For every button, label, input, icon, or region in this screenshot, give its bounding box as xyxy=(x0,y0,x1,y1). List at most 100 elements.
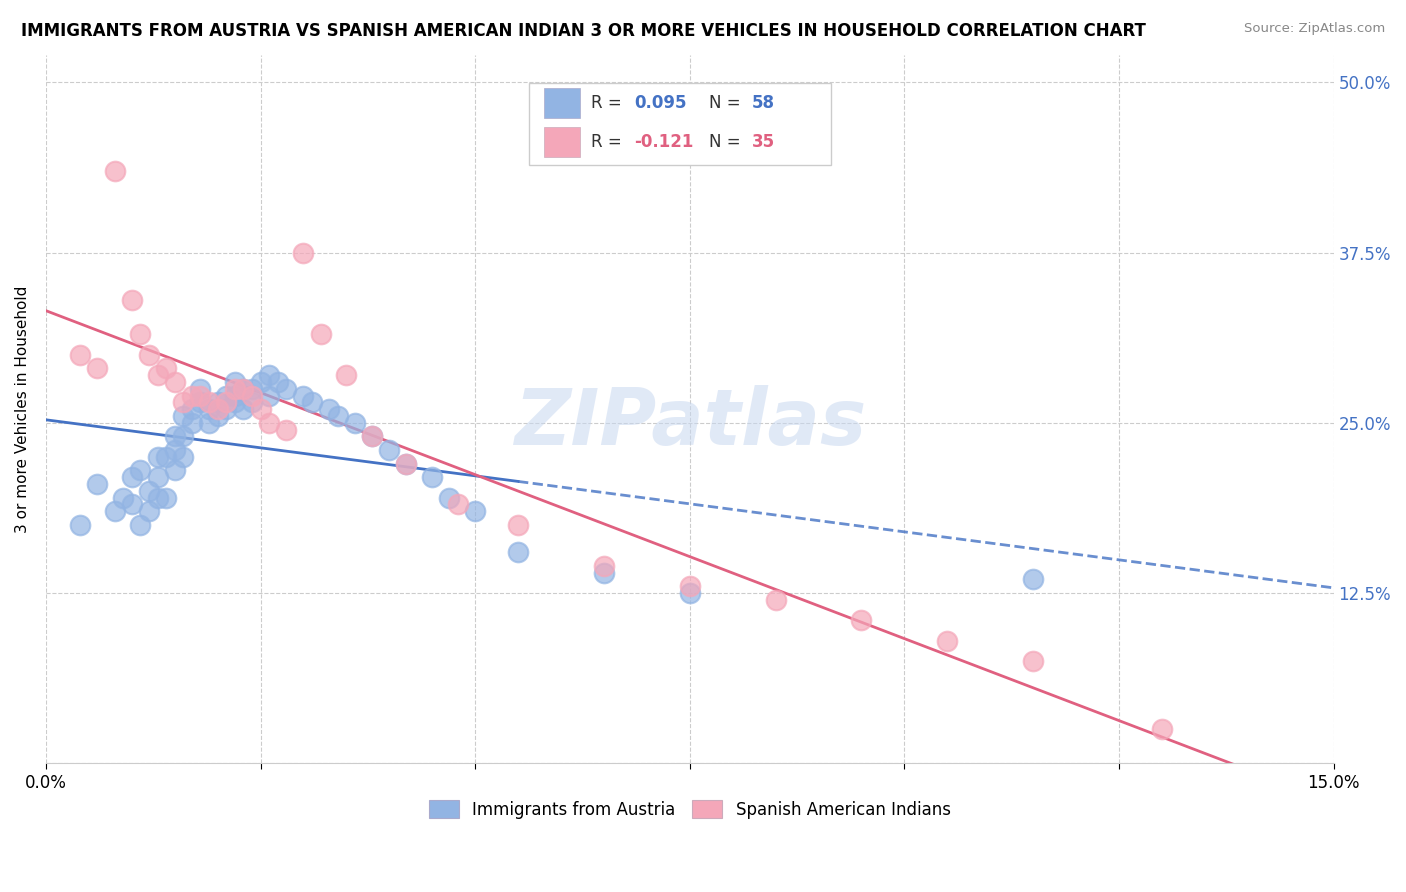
Point xyxy=(679,586,702,600)
Text: R =: R = xyxy=(591,133,627,151)
Text: ZIPatlas: ZIPatlas xyxy=(513,385,866,461)
Point xyxy=(679,579,702,593)
Point xyxy=(447,498,470,512)
Point xyxy=(138,348,160,362)
Point xyxy=(439,491,461,505)
Point xyxy=(309,327,332,342)
Point xyxy=(86,477,108,491)
FancyBboxPatch shape xyxy=(529,84,831,165)
Point xyxy=(129,517,152,532)
Text: 0.095: 0.095 xyxy=(634,94,688,112)
Point xyxy=(121,498,143,512)
Point xyxy=(240,388,263,402)
Point xyxy=(180,388,202,402)
Point xyxy=(104,164,127,178)
Text: Source: ZipAtlas.com: Source: ZipAtlas.com xyxy=(1244,22,1385,36)
Point xyxy=(69,517,91,532)
Point xyxy=(361,429,384,443)
Point xyxy=(121,470,143,484)
Text: -0.121: -0.121 xyxy=(634,133,693,151)
Text: N =: N = xyxy=(709,94,747,112)
Point xyxy=(207,402,229,417)
Point xyxy=(163,429,186,443)
Point xyxy=(172,409,194,423)
Point xyxy=(464,504,486,518)
Point xyxy=(249,402,271,417)
Point xyxy=(69,348,91,362)
Point xyxy=(765,592,787,607)
Text: N =: N = xyxy=(709,133,747,151)
Point xyxy=(172,450,194,464)
Point xyxy=(343,416,366,430)
Point xyxy=(257,368,280,383)
Point xyxy=(851,613,873,627)
Point xyxy=(155,450,177,464)
Point xyxy=(198,402,221,417)
Point xyxy=(146,470,169,484)
Point xyxy=(593,566,616,580)
Text: 35: 35 xyxy=(752,133,775,151)
Point xyxy=(104,504,127,518)
Point xyxy=(180,402,202,417)
Point xyxy=(936,633,959,648)
Point xyxy=(215,388,238,402)
Point xyxy=(138,483,160,498)
Point xyxy=(121,293,143,308)
Point xyxy=(276,423,298,437)
Point xyxy=(190,388,212,402)
Point xyxy=(146,368,169,383)
Point xyxy=(172,429,194,443)
Point xyxy=(155,491,177,505)
Point xyxy=(180,416,202,430)
Point xyxy=(155,361,177,376)
Point xyxy=(257,388,280,402)
Point xyxy=(198,416,221,430)
Y-axis label: 3 or more Vehicles in Household: 3 or more Vehicles in Household xyxy=(15,285,30,533)
Point xyxy=(129,463,152,477)
Point xyxy=(138,504,160,518)
Text: 58: 58 xyxy=(752,94,775,112)
Point xyxy=(129,327,152,342)
Point xyxy=(301,395,323,409)
Point xyxy=(335,368,357,383)
Point xyxy=(224,388,246,402)
Point xyxy=(207,409,229,423)
Point xyxy=(207,395,229,409)
Point xyxy=(172,395,194,409)
Point xyxy=(163,463,186,477)
Point xyxy=(395,457,418,471)
Point xyxy=(257,416,280,430)
FancyBboxPatch shape xyxy=(544,88,581,118)
Point xyxy=(593,558,616,573)
Point xyxy=(361,429,384,443)
Point xyxy=(146,491,169,505)
Point xyxy=(1022,572,1045,586)
Point xyxy=(395,457,418,471)
Point xyxy=(240,395,263,409)
Point xyxy=(276,382,298,396)
Point xyxy=(267,375,290,389)
Point xyxy=(378,442,401,457)
Point xyxy=(190,395,212,409)
Point xyxy=(318,402,340,417)
Point xyxy=(146,450,169,464)
Point xyxy=(249,375,271,389)
Text: R =: R = xyxy=(591,94,627,112)
Point xyxy=(292,245,315,260)
Point xyxy=(86,361,108,376)
Text: IMMIGRANTS FROM AUSTRIA VS SPANISH AMERICAN INDIAN 3 OR MORE VEHICLES IN HOUSEHO: IMMIGRANTS FROM AUSTRIA VS SPANISH AMERI… xyxy=(21,22,1146,40)
Point xyxy=(198,395,221,409)
Point xyxy=(292,388,315,402)
Point xyxy=(1150,722,1173,736)
Point xyxy=(163,375,186,389)
Point xyxy=(1022,654,1045,668)
Point xyxy=(163,442,186,457)
Point xyxy=(326,409,349,423)
Point xyxy=(420,470,443,484)
Point xyxy=(232,382,254,396)
Point xyxy=(224,375,246,389)
Point xyxy=(190,382,212,396)
Point xyxy=(215,402,238,417)
FancyBboxPatch shape xyxy=(544,127,581,157)
Legend: Immigrants from Austria, Spanish American Indians: Immigrants from Austria, Spanish America… xyxy=(422,794,957,826)
